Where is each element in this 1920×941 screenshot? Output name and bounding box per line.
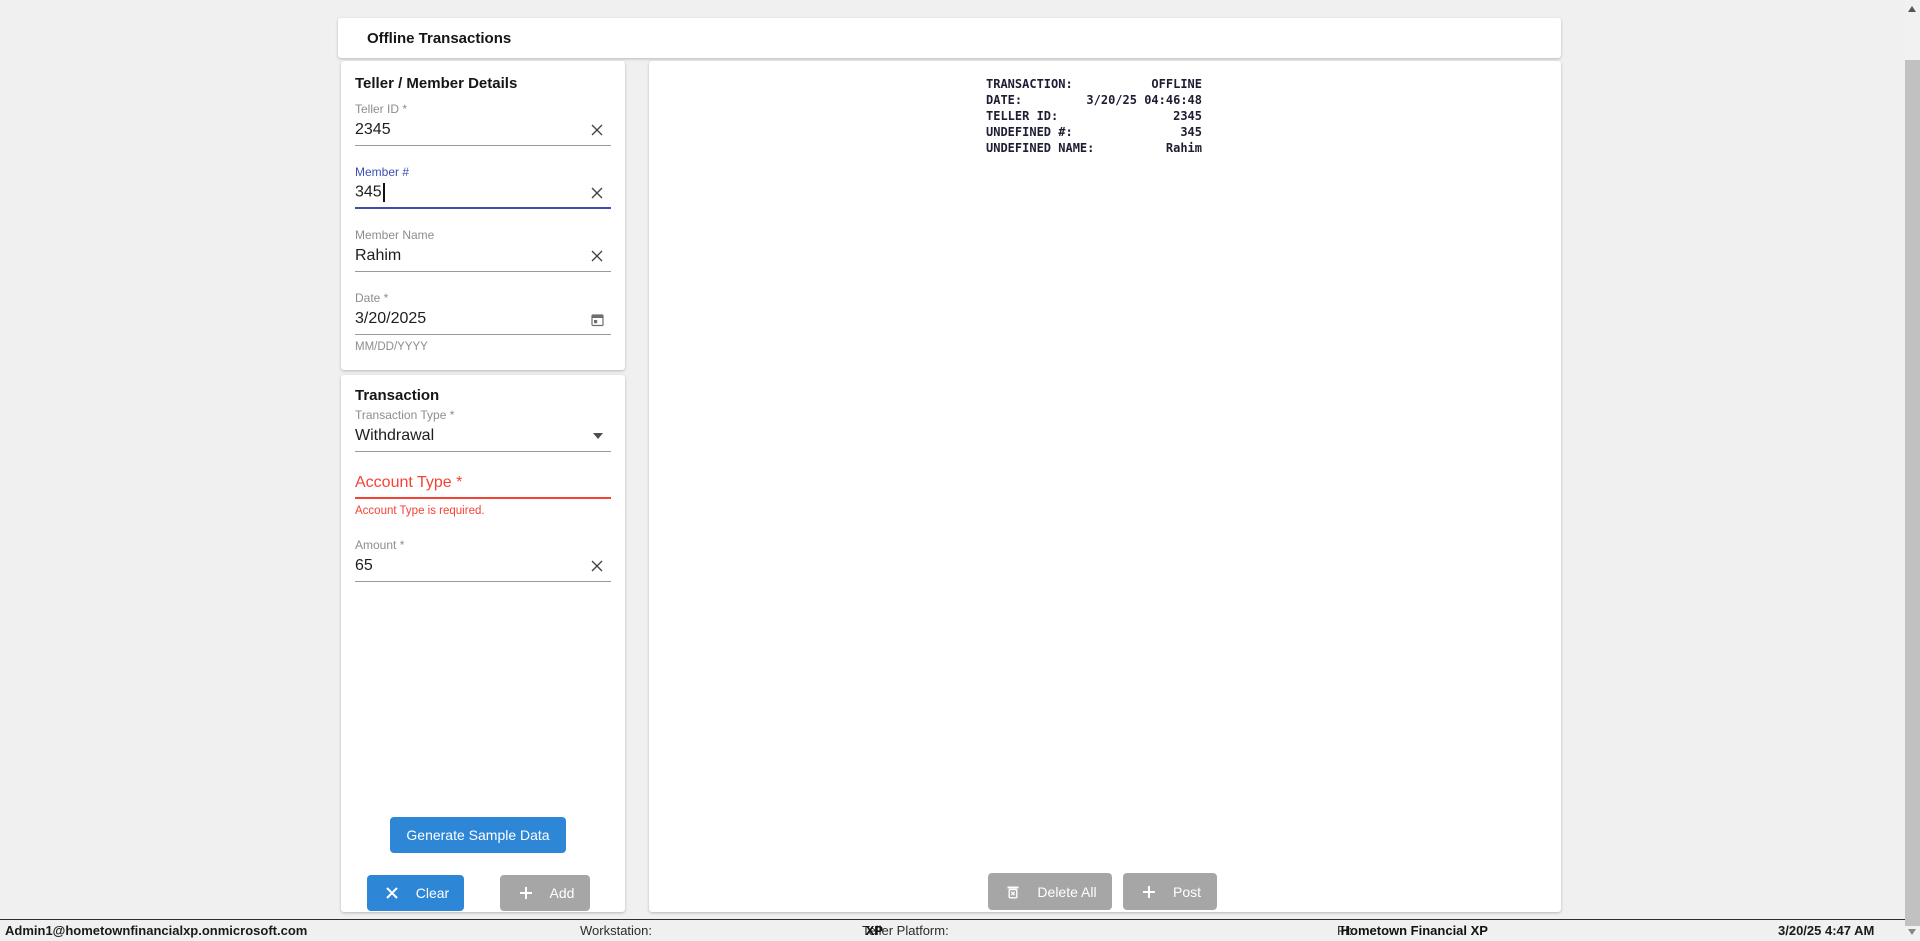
delete-all-button[interactable]: Delete All: [988, 873, 1112, 910]
financial-institution: FI: Hometown Financial XP: [1337, 923, 1488, 938]
date-label: Date *: [355, 291, 389, 305]
clear-field-icon[interactable]: [587, 246, 607, 266]
receipt-line: DATE: 3/20/25 04:46:48: [986, 93, 1202, 107]
date-input[interactable]: 3/20/2025: [355, 306, 611, 335]
page-title: Offline Transactions: [367, 29, 512, 47]
teller-id-value: 2345: [355, 121, 391, 138]
member-number-input[interactable]: 345: [355, 180, 611, 209]
teller-id-field: Teller ID * 2345: [355, 101, 611, 146]
generate-sample-data-label: Generate Sample Data: [406, 827, 550, 843]
account-type-select[interactable]: Account Type *: [355, 470, 611, 499]
amount-value: 65: [355, 557, 373, 574]
scrollbar-thumb[interactable]: [1905, 60, 1920, 926]
clear-field-icon[interactable]: [587, 556, 607, 576]
generate-sample-data-button[interactable]: Generate Sample Data: [390, 817, 566, 853]
amount-label: Amount *: [355, 538, 405, 552]
date-format-hint: MM/DD/YYYY: [355, 341, 428, 353]
amount-input[interactable]: 65: [355, 553, 611, 582]
scroll-up-icon[interactable]: [1908, 6, 1916, 12]
teller-id-label: Teller ID *: [355, 102, 408, 116]
amount-field: Amount * 65: [355, 537, 611, 582]
workstation-label: Workstation:: [580, 923, 653, 938]
transaction-card: Transaction Transaction Type * Withdrawa…: [341, 375, 625, 912]
post-label: Post: [1172, 883, 1201, 900]
status-bar: Admin1@hometownfinancialxp.onmicrosoft.c…: [0, 919, 1905, 941]
transaction-type-field: Transaction Type * Withdrawal: [355, 407, 611, 452]
receipt-line: UNDEFINED NAME: Rahim: [986, 141, 1202, 155]
date-value: 3/20/2025: [355, 310, 427, 327]
receipt-panel: TRANSACTION: OFFLINE DATE: 3/20/25 04:46:4…: [649, 61, 1561, 912]
add-label: Add: [549, 885, 575, 901]
member-name-field: Member Name Rahim: [355, 227, 611, 272]
transaction-type-select[interactable]: Withdrawal: [355, 423, 611, 452]
teller-id-input[interactable]: 2345: [355, 117, 611, 146]
account-type-placeholder: Account Type *: [355, 473, 463, 491]
date-field: Date * 3/20/2025 MM/DD/YYYY: [355, 290, 611, 353]
receipt-line: TRANSACTION: OFFLINE: [986, 77, 1202, 91]
x-icon: [382, 883, 402, 903]
member-name-input[interactable]: Rahim: [355, 243, 611, 272]
member-name-value: Rahim: [355, 247, 402, 264]
trash-icon: [1003, 882, 1023, 902]
page-header: Offline Transactions: [338, 18, 1561, 58]
clear-label: Clear: [415, 885, 450, 901]
transaction-type-value: Withdrawal: [355, 427, 435, 444]
chevron-down-icon: [593, 433, 603, 439]
transaction-type-label: Transaction Type *: [355, 408, 455, 422]
transaction-title: Transaction: [355, 387, 440, 404]
member-name-label: Member Name: [355, 228, 435, 242]
receipt-line: TELLER ID: 2345: [986, 109, 1202, 123]
member-number-label: Member #: [355, 165, 410, 179]
post-button[interactable]: Post: [1123, 873, 1217, 910]
status-datetime: 3/20/25 4:47 AM: [1778, 923, 1875, 938]
plus-icon: [516, 883, 536, 903]
teller-member-details-card: Teller / Member Details Teller ID * 2345…: [341, 61, 625, 370]
transaction-receipt: TRANSACTION: OFFLINE DATE: 3/20/25 04:46:4…: [986, 76, 1202, 156]
clear-button[interactable]: Clear: [367, 875, 464, 911]
member-number-value: 345: [355, 183, 382, 201]
clear-field-icon[interactable]: [587, 120, 607, 140]
add-button[interactable]: Add: [500, 875, 590, 911]
calendar-icon[interactable]: [587, 309, 607, 329]
receipt-line: UNDEFINED #: 345: [986, 125, 1202, 139]
scroll-down-icon[interactable]: [1908, 929, 1916, 935]
account-type-field: Account Type * Account Type is required.: [355, 470, 611, 519]
teller-member-details-title: Teller / Member Details: [355, 75, 518, 92]
logged-in-user: Admin1@hometownfinancialxp.onmicrosoft.c…: [5, 923, 308, 938]
member-number-field: Member # 345: [355, 164, 611, 209]
teller-platform: Teller Platform: XP: [862, 923, 949, 938]
plus-icon: [1139, 882, 1159, 902]
vertical-scrollbar[interactable]: [1905, 0, 1920, 941]
clear-field-icon[interactable]: [587, 183, 607, 203]
delete-all-label: Delete All: [1037, 883, 1097, 900]
account-type-error: Account Type is required.: [355, 505, 485, 517]
text-caret: [382, 183, 385, 202]
